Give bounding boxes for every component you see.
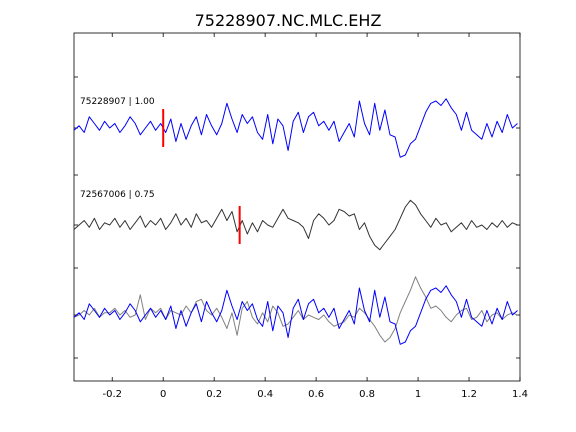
x-tick-label: 0.4 xyxy=(257,389,273,400)
x-tick-label: 1.4 xyxy=(512,389,528,400)
trace-labels: 75228907 | 1.00 72567006 | 0.75 xyxy=(80,97,155,200)
pick-markers xyxy=(162,109,241,244)
trace-label-2: 72567006 | 0.75 xyxy=(80,190,155,200)
x-tick-label: 1 xyxy=(415,389,421,400)
plot-frame xyxy=(73,32,521,382)
x-tick-label: 0.6 xyxy=(308,389,324,400)
chart-title: 75228907.NC.MLC.EHZ xyxy=(195,11,382,30)
waveform-panel-3-series-2 xyxy=(73,285,518,345)
trace-label-1: 75228907 | 1.00 xyxy=(80,97,155,107)
x-tick-label: 0 xyxy=(160,389,166,400)
x-tick-label: -0.2 xyxy=(102,389,122,400)
waveform-traces xyxy=(73,98,518,345)
x-axis: -0.2 0 0.2 0.4 0.6 0.8 1 1.2 1.4 xyxy=(102,33,528,400)
x-tick-label: 0.2 xyxy=(206,389,222,400)
x-tick-label: 1.2 xyxy=(461,389,477,400)
waveform-panel-3-series-1 xyxy=(73,276,518,343)
waveform-panel-1-series-1 xyxy=(73,98,518,158)
x-tick-label: 0.8 xyxy=(359,389,375,400)
waveform-panel-2-series-1 xyxy=(73,199,518,251)
